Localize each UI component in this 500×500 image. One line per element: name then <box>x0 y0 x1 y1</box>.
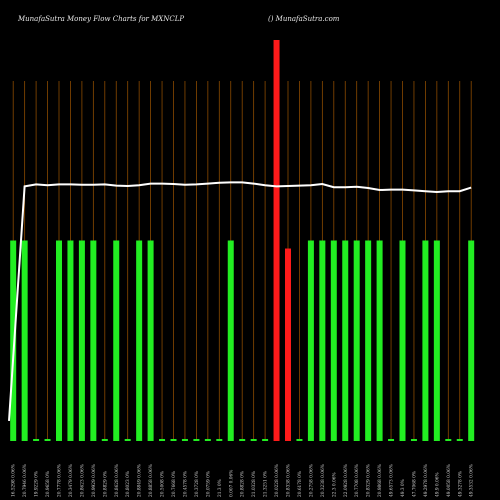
x-tick-label: 20.7668 0% <box>172 471 177 497</box>
bar <box>78 240 85 441</box>
bar <box>399 240 406 441</box>
bar <box>250 438 257 441</box>
bar <box>159 438 166 441</box>
bar <box>376 240 383 441</box>
x-tick-label: 20.9658 0% <box>46 471 51 497</box>
bar <box>262 438 269 441</box>
x-tick-label: 20.7946 0.06% <box>23 464 28 497</box>
x-tick-label: 21.0328 0% <box>252 471 257 497</box>
x-tick-label: 20.8623 0.06% <box>80 464 85 497</box>
x-tick-label: 22.0928 0.06% <box>344 464 349 497</box>
bar <box>365 240 372 441</box>
x-tick-label: 19.9229 0% <box>35 471 40 497</box>
x-tick-label: 20.9929 0.06% <box>92 464 97 497</box>
bar <box>147 240 154 441</box>
bar <box>56 240 62 441</box>
x-tick-label: 20.8828 0% <box>241 471 246 497</box>
bar <box>388 438 395 441</box>
x-tick-labels: 16.5298 0.06% 20.7946 0.06% 19.9229 0% 20.9… <box>12 464 475 497</box>
x-tick-label: 49.0058 0.06% <box>447 464 452 497</box>
x-tick-label: 49.6573 0.06% <box>390 464 395 497</box>
bar <box>468 240 475 441</box>
bar <box>44 438 51 441</box>
x-tick-label: 20.8329 0.06% <box>367 464 372 497</box>
bar <box>101 438 108 441</box>
x-tick-label: 20.0228 0.06% <box>275 464 280 497</box>
x-tick-label: 21.3251 0% <box>264 471 269 497</box>
x-tick-label: 49.3532 0.06% <box>470 464 475 497</box>
x-tick-label: 20.9868 0.06% <box>378 464 383 497</box>
watermark: () MunafaSutra.com <box>268 15 340 23</box>
bar <box>10 240 17 441</box>
x-tick-label: 20.0759 0% <box>206 471 211 497</box>
x-tick-label: 22.3 0.06% <box>332 472 337 497</box>
bar <box>273 40 280 441</box>
bar <box>113 240 120 441</box>
bar <box>307 240 314 441</box>
bar <box>170 438 177 441</box>
bar <box>342 240 349 441</box>
x-tick-label: 20.8628 0.06% <box>115 464 120 497</box>
bar <box>410 438 417 441</box>
x-tick-label: 20.4578 0% <box>183 471 188 497</box>
bar <box>319 240 326 441</box>
x-tick-label: 20.7778 0.06% <box>58 464 63 497</box>
bar <box>285 248 291 441</box>
x-tick-label: 20.8829 0% <box>103 471 108 497</box>
x-tick-label: 21.3 0% <box>218 479 223 497</box>
bar <box>181 438 188 441</box>
x-tick-label: 49.3 0% <box>401 479 406 497</box>
x-tick-label: 20.5008 0% <box>161 471 166 497</box>
bar <box>227 240 234 441</box>
bar <box>239 438 246 441</box>
bar <box>216 438 223 441</box>
x-tick-label: 20.3728 0% <box>195 471 200 497</box>
bar <box>296 438 303 441</box>
bar <box>90 240 97 441</box>
bar <box>456 438 463 441</box>
bar <box>422 240 429 441</box>
x-tick-label: 49.3278 0% <box>458 471 463 497</box>
chart-title: MunafaSutra Money Flow Charts for MXNCLP <box>17 15 184 23</box>
bar <box>67 240 74 441</box>
bar <box>204 438 211 441</box>
x-tick-label: 49.9 0.06% <box>435 472 440 497</box>
bar <box>330 240 337 441</box>
x-tick-label: 0.007 0.06% <box>229 470 234 497</box>
x-tick-label: 20.2758 0.06% <box>309 464 314 497</box>
bars <box>10 40 475 441</box>
bar <box>124 438 131 441</box>
x-tick-label: 20.3479 0.06% <box>69 464 74 497</box>
bar <box>433 240 440 441</box>
x-tick-label: 47.7068 0% <box>412 471 417 497</box>
bar <box>193 438 200 441</box>
x-tick-label: 49.2978 0.06% <box>424 464 429 497</box>
x-tick-label: 20.7708 0.06% <box>355 464 360 497</box>
x-tick-label: 20.8849 0.06% <box>138 464 143 497</box>
bar <box>353 240 360 441</box>
bar <box>445 438 452 441</box>
x-tick-label: 20.8338 0.06% <box>287 464 292 497</box>
money-flow-line <box>8 181 472 421</box>
bar <box>33 438 40 441</box>
bar <box>21 240 28 441</box>
x-tick-label: 16.5298 0.06% <box>12 464 17 497</box>
x-tick-label: 20.6178 0% <box>298 471 303 497</box>
x-tick-label: 20.8023 0% <box>126 471 131 497</box>
bar <box>136 240 143 441</box>
x-tick-label: 20.3238 0.06% <box>321 464 326 497</box>
x-tick-label: 20.8858 0.06% <box>149 464 154 497</box>
